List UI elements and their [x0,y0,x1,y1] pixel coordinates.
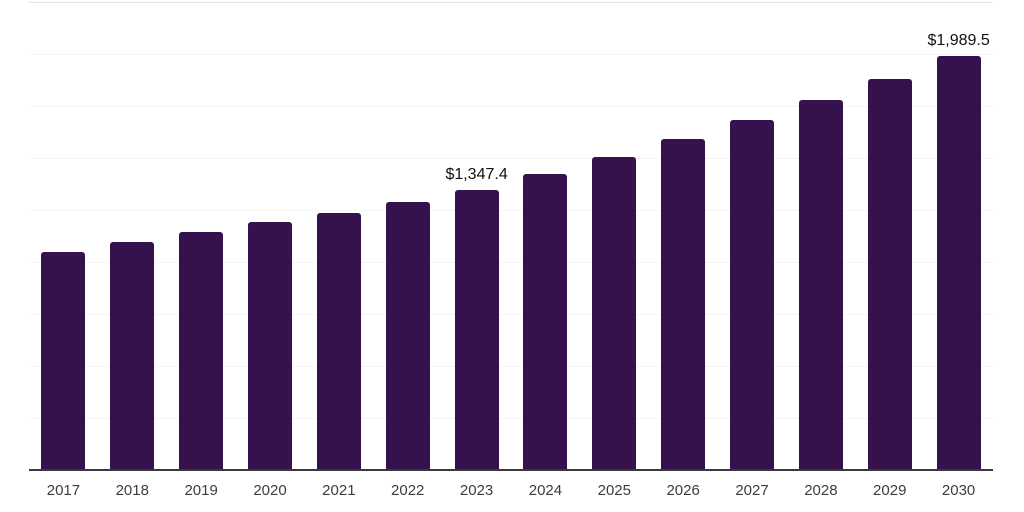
gridline [29,158,993,159]
x-tick-label-2021: 2021 [322,482,356,499]
value-label-2023: $1,347.4 [445,165,508,183]
bar-2022[interactable] [385,201,430,470]
bar-band-2026 [649,2,718,470]
bar-band-2030: $1,989.5 [924,2,993,470]
bar-2028[interactable] [798,99,843,470]
x-tick-label-2027: 2027 [735,482,769,499]
x-tick-label-2024: 2024 [528,482,563,499]
bar-band-2029 [855,2,924,470]
bar-2017[interactable] [41,252,86,470]
value-label-2030: $1,989.5 [927,32,990,50]
gridline [29,366,993,367]
gridline [29,54,993,55]
gridline [29,262,993,263]
x-tick-label-2025: 2025 [597,482,631,499]
bar-2024[interactable] [523,173,568,470]
bar-band-2019 [167,2,236,470]
x-tick-label-2026: 2026 [666,482,700,499]
x-tick-label-2017: 2017 [46,482,81,499]
gridline [29,418,993,419]
gridline [29,210,993,211]
bar-series: $1,347.4 $1,989.5 [29,2,993,470]
gridline [29,2,993,3]
bar-2030[interactable] [936,56,981,470]
bar-2029[interactable] [867,78,912,470]
x-axis-line [29,469,993,471]
x-tick-label-2028: 2028 [804,482,838,499]
bar-band-2017 [29,2,98,470]
bar-2025[interactable] [592,156,637,470]
bar-band-2028 [786,2,855,470]
bar-2026[interactable] [661,138,706,470]
x-tick-label-2023: 2023 [459,482,494,499]
bar-band-2018 [98,2,167,470]
bar-band-2021 [304,2,373,470]
x-axis-labels: 2017 2018 2019 2020 2021 2022 2023 2024 2025 2026… [29,481,993,501]
bar-2018[interactable] [110,242,155,470]
bar-2020[interactable] [248,222,292,470]
bar-band-2027 [718,2,787,470]
bar-2021[interactable] [316,212,361,470]
bar-2027[interactable] [730,119,775,470]
bar-2019[interactable] [179,231,224,470]
x-tick-label-2022: 2022 [391,482,425,499]
gridline [29,314,993,315]
bar-band-2024 [511,2,580,470]
bar-band-2025 [580,2,649,470]
gridline [29,106,993,107]
x-tick-label-2018: 2018 [115,482,149,499]
bar-2023[interactable] [454,189,499,470]
x-tick-label-2030: 2030 [941,482,976,499]
bar-band-2022 [373,2,442,470]
plot-area: $1,347.4 $1,989.5 [29,2,993,471]
x-tick-label-2020: 2020 [253,482,287,499]
bar-band-2020 [236,2,305,470]
bar-band-2023: $1,347.4 [442,2,511,470]
x-tick-label-2029: 2029 [873,482,907,499]
x-tick-label-2019: 2019 [184,482,218,499]
